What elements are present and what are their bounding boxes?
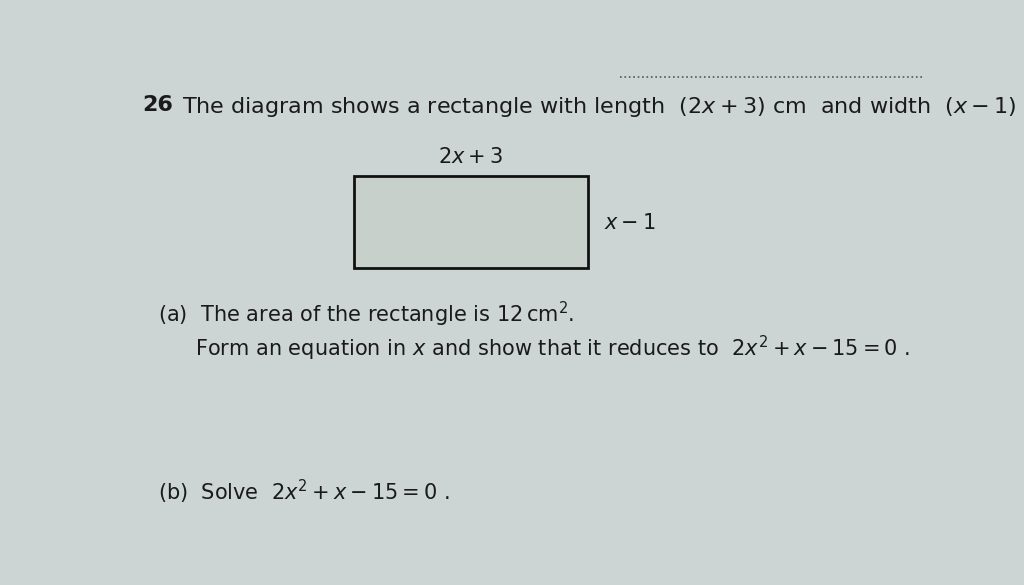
Text: (b)  Solve  $2x^2 + x - 15 = 0$ .: (b) Solve $2x^2 + x - 15 = 0$ .: [158, 478, 450, 506]
Text: Form an equation in $x$ and show that it reduces to  $2x^2 + x - 15 = 0$ .: Form an equation in $x$ and show that it…: [196, 333, 910, 363]
Bar: [354, 176, 588, 269]
Text: 26: 26: [142, 95, 173, 115]
Text: $2x + 3$: $2x + 3$: [438, 147, 503, 167]
Text: The diagram shows a rectangle with length  $(2x + 3)$ cm  and width  $(x - 1)$ c: The diagram shows a rectangle with lengt…: [182, 95, 1024, 119]
Text: $x - 1$: $x - 1$: [604, 214, 656, 233]
Text: (a)  The area of the rectangle is 12$\,$cm$^2$.: (a) The area of the rectangle is 12$\,$c…: [158, 300, 574, 329]
